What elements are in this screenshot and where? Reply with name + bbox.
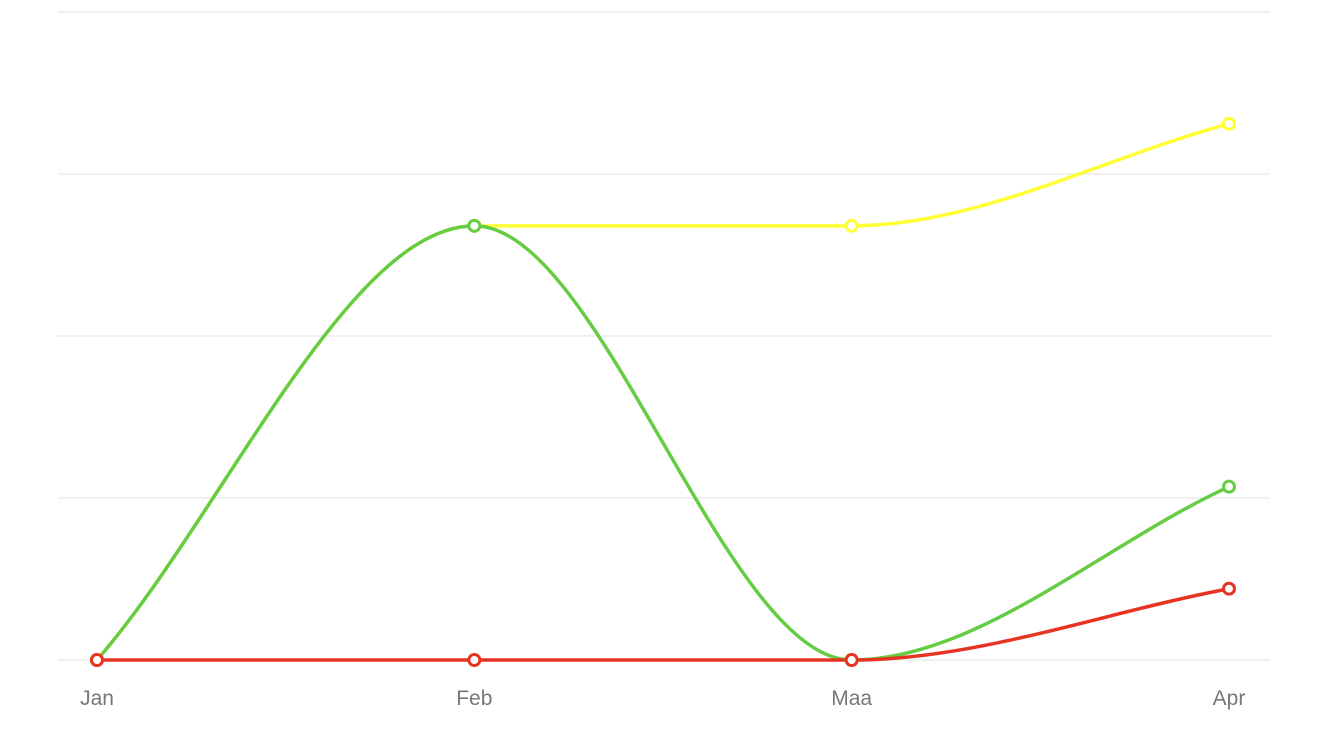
series-2-point-feb	[467, 218, 482, 233]
series-line-1	[95, 122, 1231, 662]
series-2-point-apr	[1222, 479, 1236, 494]
x-tick-label: Feb	[456, 687, 492, 710]
series-1-point-apr	[1222, 116, 1236, 131]
series-lines	[95, 122, 1231, 662]
series-3-point-feb	[467, 653, 482, 667]
x-axis-tick-labels: Jan Feb Maa Apr	[80, 687, 1245, 710]
x-tick-label: Apr	[1213, 687, 1246, 710]
gridlines	[58, 11, 1270, 661]
series-3-point-maa	[844, 653, 859, 667]
x-tick-label: Maa	[831, 687, 872, 710]
series-line-3	[95, 586, 1231, 662]
x-tick-label: Jan	[80, 687, 114, 710]
series-1-point-maa	[844, 218, 859, 233]
series-3-point-apr	[1222, 581, 1236, 596]
series-points	[90, 116, 1236, 667]
series-3-point-jan	[90, 653, 104, 667]
series-line-2	[95, 224, 1231, 662]
